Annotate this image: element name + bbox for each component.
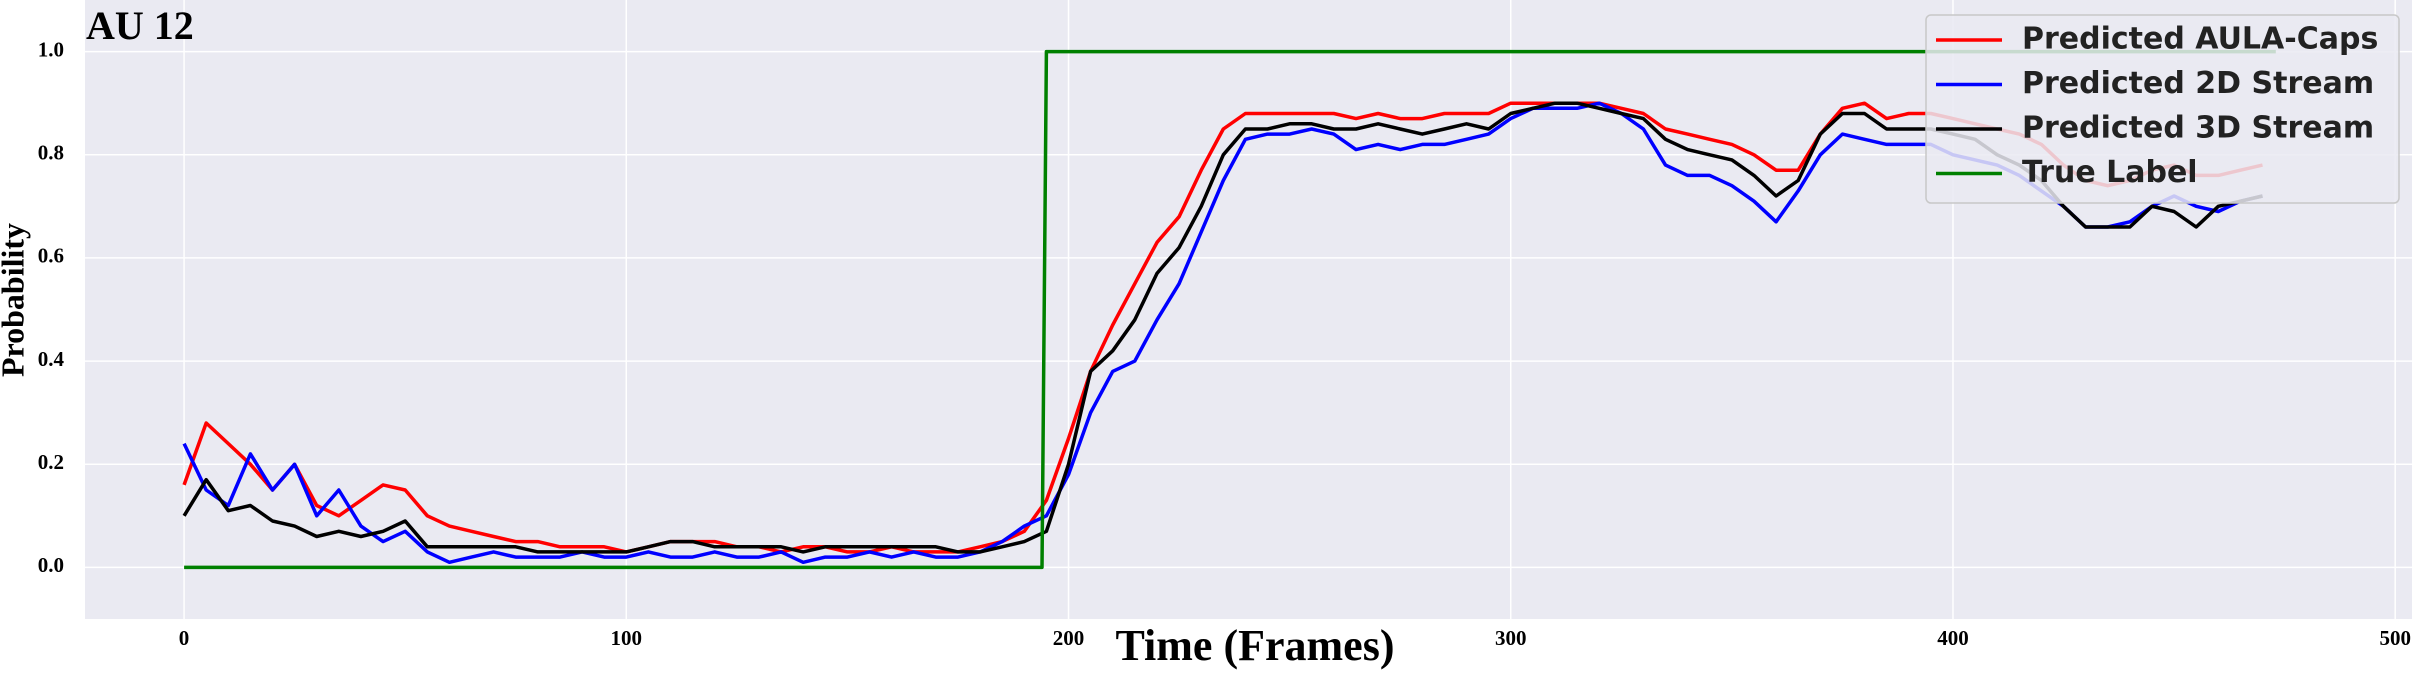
legend-label: Predicted 2D Stream	[2022, 66, 2374, 101]
series-line	[182, 101, 2263, 565]
x-tick-label: 500	[2379, 626, 2411, 650]
x-tick-label: 200	[1053, 626, 1085, 650]
y-axis-label: Probability	[0, 223, 30, 377]
x-tick-label: 300	[1495, 626, 1527, 650]
y-tick-label: 0.4	[38, 347, 65, 371]
chart-title: AU 12	[86, 3, 194, 48]
series-line	[182, 101, 2263, 554]
legend-box	[1925, 14, 2400, 204]
legend-label: True Label	[2022, 155, 2198, 190]
y-tick-label: 0.2	[38, 450, 64, 474]
legend: Predicted AULA-Caps Predicted 2D Stream Pr…	[1925, 14, 2400, 204]
series-line	[182, 101, 2263, 554]
y-tick-label: 1.0	[38, 37, 64, 61]
series-line	[184, 49, 2276, 570]
legend-label: Predicted AULA-Caps	[2022, 22, 2378, 57]
legend-label: Predicted 3D Stream	[2022, 111, 2374, 146]
y-tick-label: 0.6	[38, 244, 64, 268]
y-tick-label: 0.8	[38, 141, 64, 165]
x-tick-label: 100	[611, 626, 643, 650]
x-tick-label: 0	[179, 626, 190, 650]
y-tick-label: 0.0	[38, 553, 64, 577]
x-tick-label: 400	[1937, 626, 1969, 650]
x-axis-label: Time (Frames)	[1116, 621, 1395, 670]
